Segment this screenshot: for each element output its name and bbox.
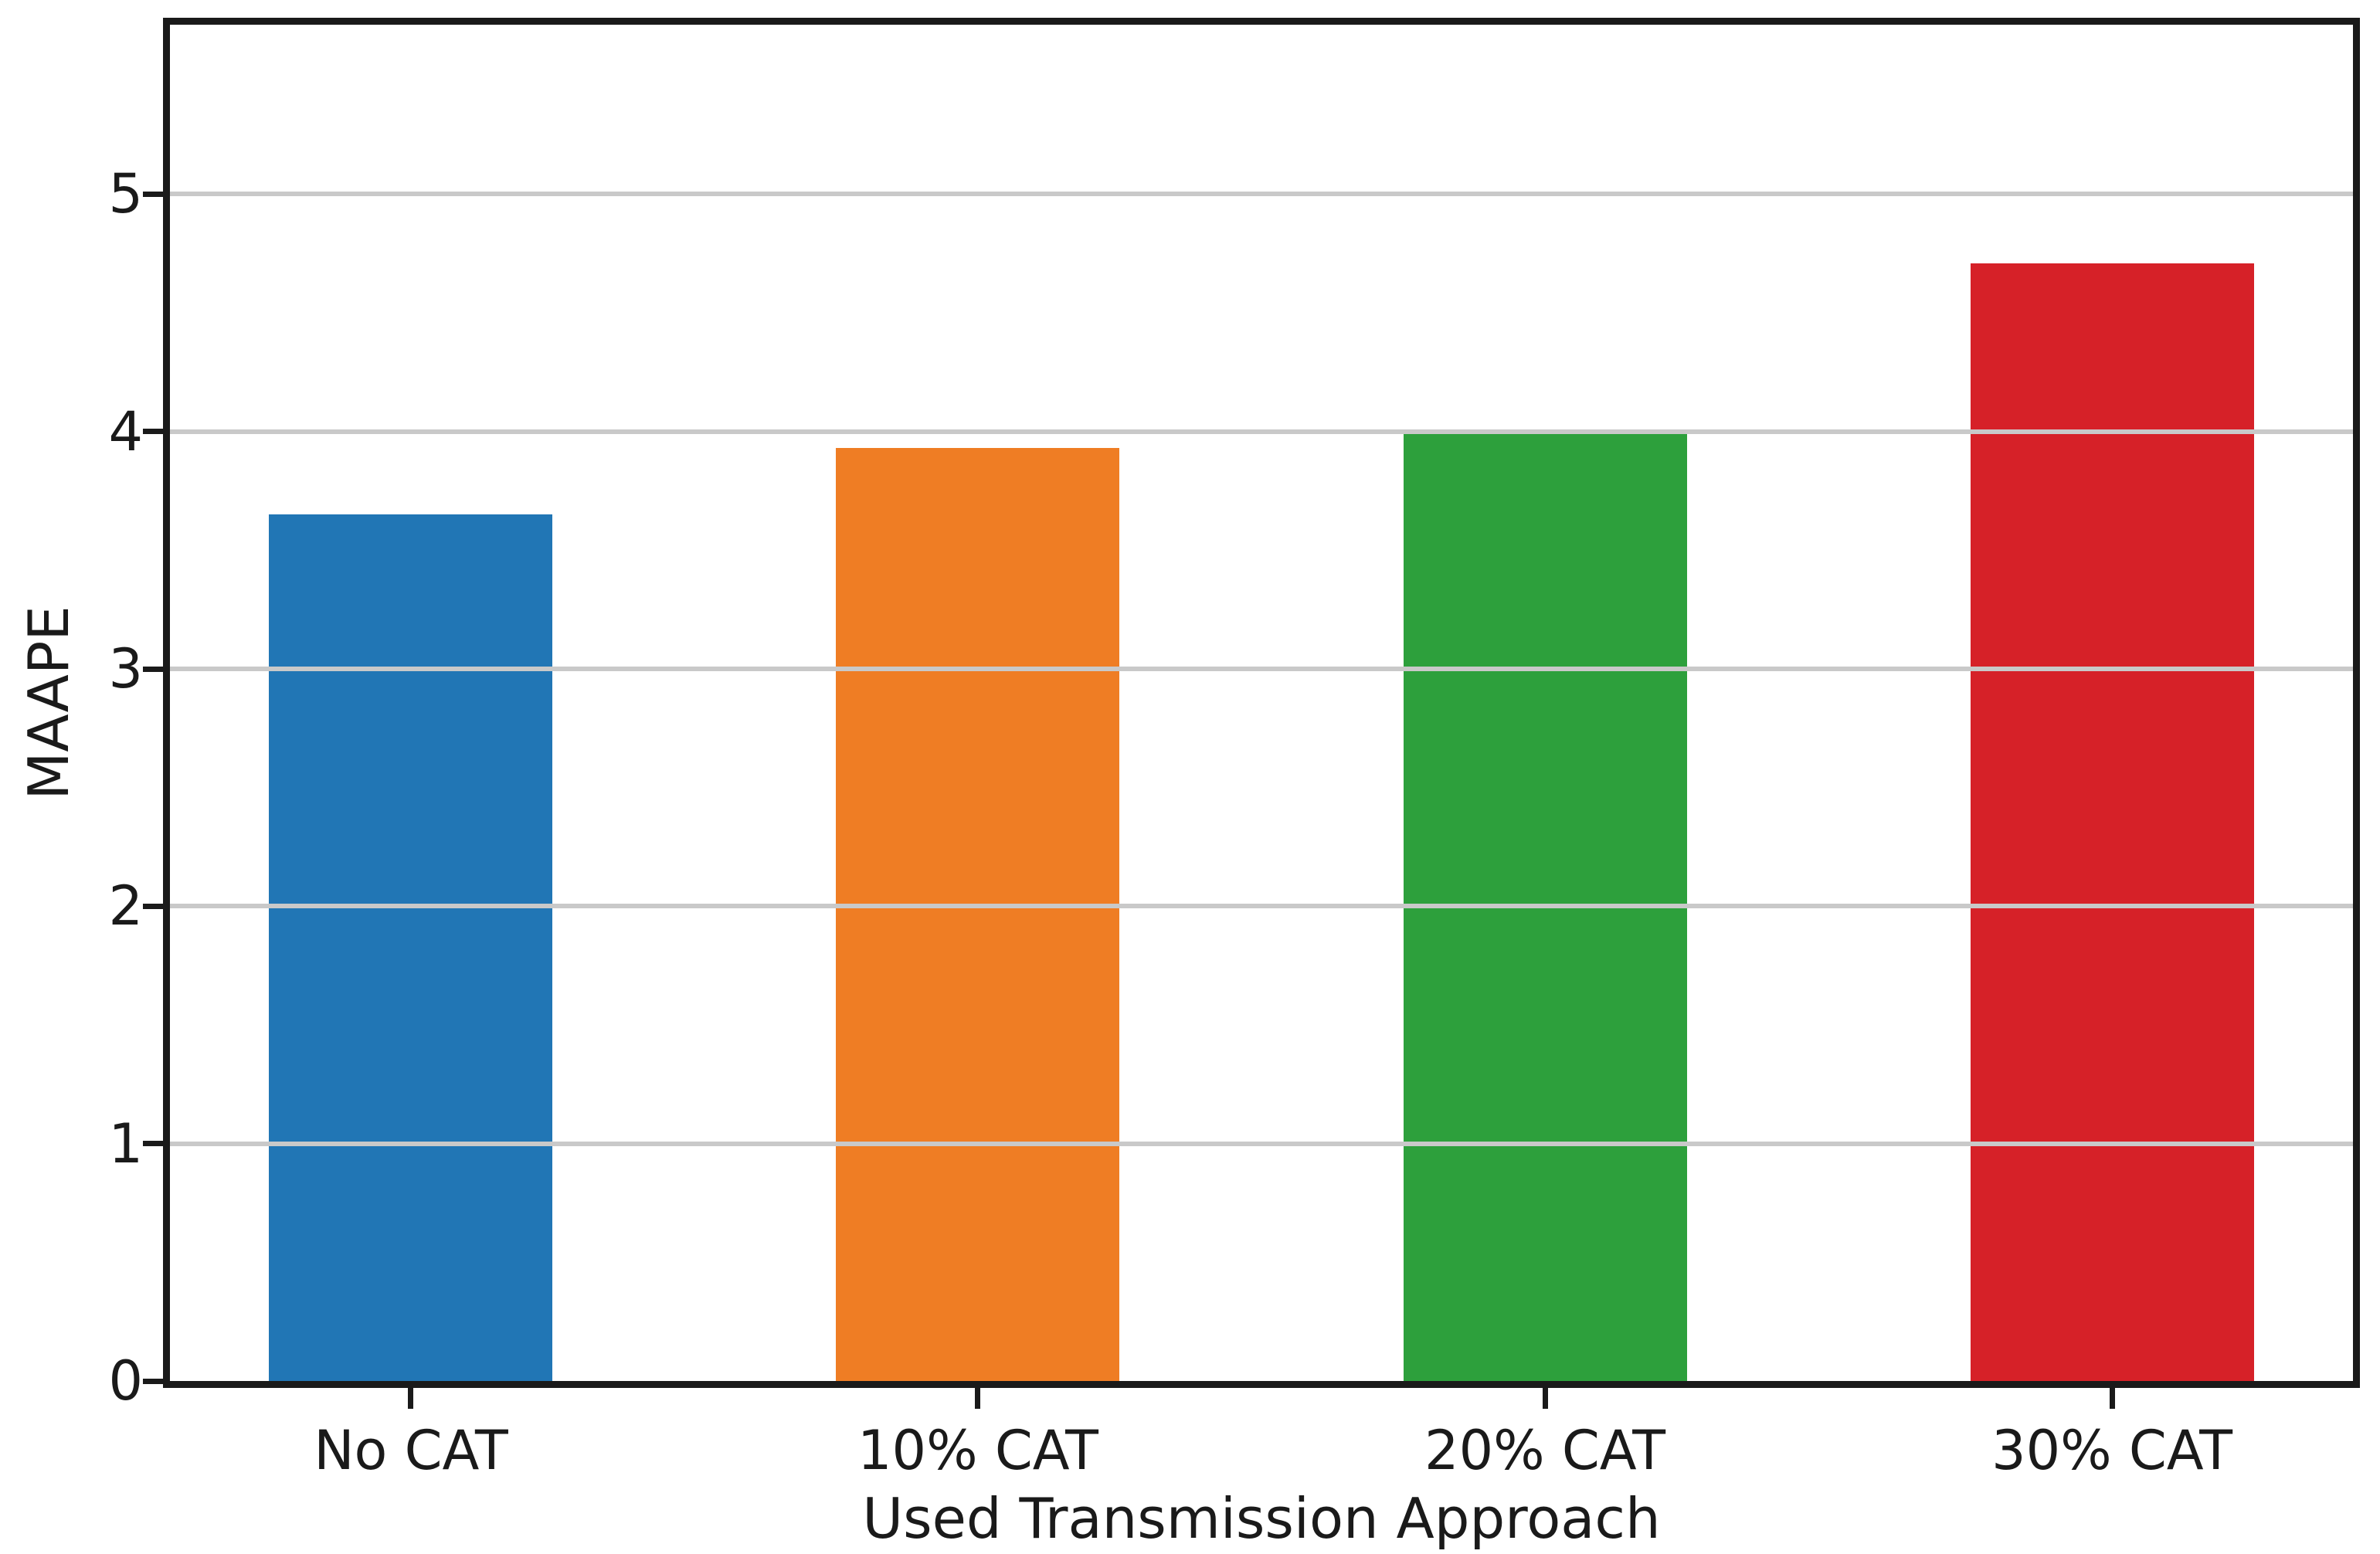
y-tick-mark-2 [143, 903, 165, 909]
y-tick-label-3: 3 [108, 637, 143, 701]
gridline-y-4 [170, 429, 2353, 434]
x-tick-mark-3 [1542, 1388, 1548, 1409]
x-tick-mark-4 [2109, 1388, 2115, 1409]
y-tick-label-0: 0 [108, 1349, 143, 1413]
y-tick-label-4: 4 [108, 399, 143, 463]
x-tick-label-1: No CAT [314, 1419, 508, 1482]
y-tick-mark-5 [143, 191, 165, 197]
y-axis-title: MAAPE [16, 606, 81, 800]
x-tick-label-3: 20% CAT [1424, 1419, 1665, 1482]
y-tick-label-1: 1 [108, 1111, 143, 1176]
x-tick-label-4: 30% CAT [1991, 1419, 2232, 1482]
bar-30-cat [1970, 263, 2254, 1381]
gridline-y-5 [170, 192, 2353, 197]
bar-10-cat [836, 448, 1120, 1381]
y-tick-mark-0 [143, 1378, 165, 1384]
bar-no-cat [269, 514, 553, 1381]
plot-area [170, 25, 2353, 1381]
x-tick-mark-2 [975, 1388, 981, 1409]
y-tick-mark-4 [143, 429, 165, 435]
x-tick-label-2: 10% CAT [857, 1419, 1098, 1482]
gridline-y-2 [170, 904, 2353, 909]
y-tick-label-5: 5 [108, 162, 143, 226]
gridline-y-3 [170, 667, 2353, 672]
gridline-y-1 [170, 1141, 2353, 1146]
x-axis-title: Used Transmission Approach [862, 1486, 1661, 1551]
y-tick-mark-3 [143, 666, 165, 672]
plot-area-frame [163, 18, 2360, 1388]
y-tick-mark-1 [143, 1141, 165, 1147]
x-tick-mark-1 [408, 1388, 414, 1409]
y-tick-label-2: 2 [108, 874, 143, 938]
